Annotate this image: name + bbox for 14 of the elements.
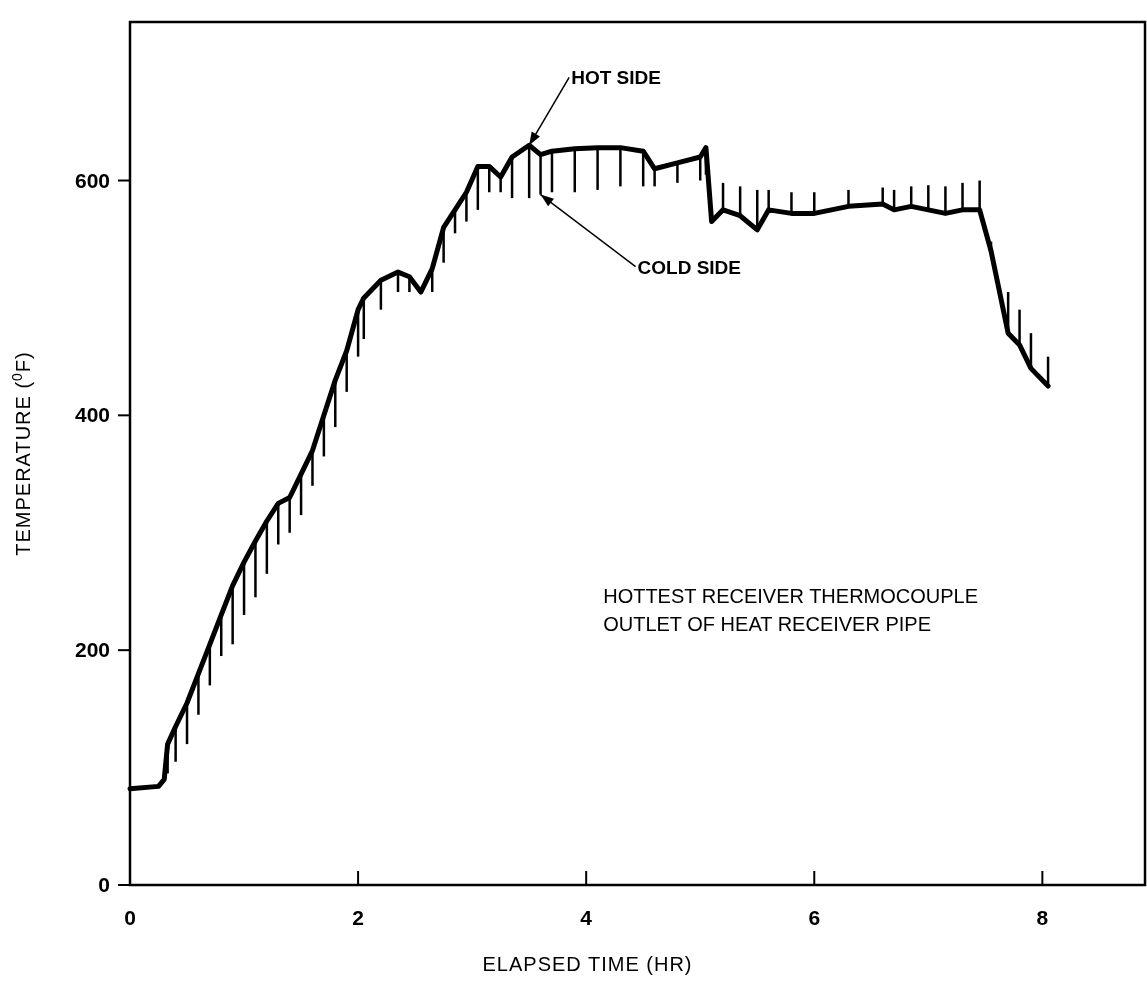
x-tick-label: 2 xyxy=(352,906,364,929)
annotation: HOTTEST RECEIVER THERMOCOUPLE xyxy=(603,585,979,608)
annotation: OUTLET OF HEAT RECEIVER PIPE xyxy=(603,613,932,636)
annotation: COLD SIDE xyxy=(637,256,742,278)
x-tick-label: 0 xyxy=(124,906,136,929)
y-tick-label: 400 xyxy=(74,403,110,427)
y-tick-label: 600 xyxy=(74,168,110,192)
annotation: HOT SIDE xyxy=(571,67,661,89)
x-tick-label: 6 xyxy=(808,906,821,929)
y-tick-label: 0 xyxy=(98,873,110,896)
x-tick-label: 4 xyxy=(580,906,593,929)
y-tick-label: 200 xyxy=(74,638,110,662)
x-tick-label: 8 xyxy=(1036,906,1049,929)
x-axis-title: ELAPSED TIME (HR) xyxy=(482,953,693,975)
